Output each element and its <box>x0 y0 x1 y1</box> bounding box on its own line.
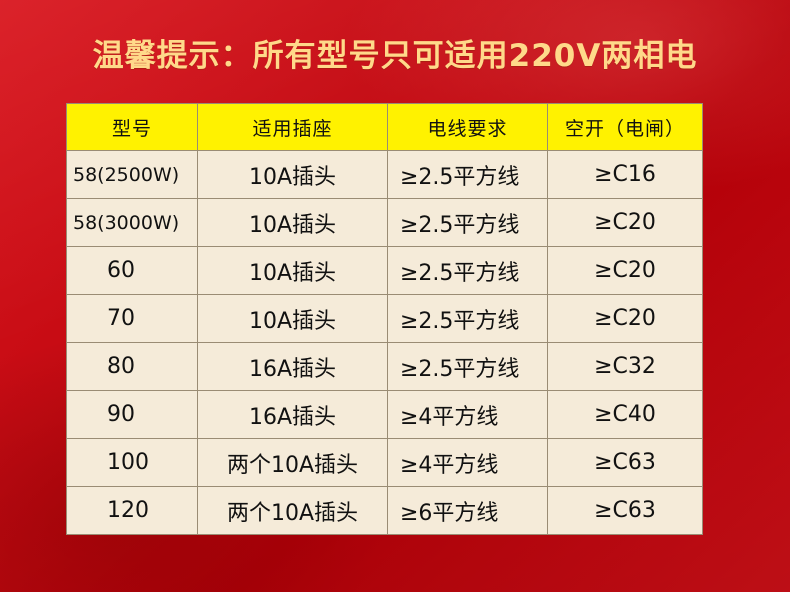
header-wire: 电线要求 <box>387 103 548 151</box>
table-header-row: 型号 适用插座 电线要求 空开（电闸） <box>66 103 703 151</box>
table-row: 70 10A插头 ≥2.5平方线 ≥C20 <box>66 294 703 343</box>
cell-socket: 10A插头 <box>197 246 388 295</box>
cell-socket: 两个10A插头 <box>197 438 388 487</box>
header-breaker: 空开（电闸） <box>547 103 703 151</box>
cell-breaker: ≥C20 <box>547 198 703 247</box>
cell-model: 90 <box>66 390 198 439</box>
header-socket: 适用插座 <box>197 103 388 151</box>
cell-wire: ≥2.5平方线 <box>387 150 548 199</box>
cell-breaker: ≥C16 <box>547 150 703 199</box>
cell-wire: ≥2.5平方线 <box>387 342 548 391</box>
cell-wire: ≥2.5平方线 <box>387 294 548 343</box>
cell-wire: ≥2.5平方线 <box>387 246 548 295</box>
cell-model: 58(2500W) <box>66 150 198 199</box>
table-row: 58(2500W) 10A插头 ≥2.5平方线 ≥C16 <box>66 150 703 199</box>
cell-breaker: ≥C20 <box>547 246 703 295</box>
cell-socket: 16A插头 <box>197 342 388 391</box>
cell-wire: ≥4平方线 <box>387 390 548 439</box>
table-row: 90 16A插头 ≥4平方线 ≥C40 <box>66 390 703 439</box>
spec-table-container: 型号 适用插座 电线要求 空开（电闸） 58(2500W) 10A插头 ≥2.5… <box>66 103 703 535</box>
cell-breaker: ≥C63 <box>547 438 703 487</box>
cell-socket: 16A插头 <box>197 390 388 439</box>
cell-breaker: ≥C63 <box>547 486 703 535</box>
cell-model: 80 <box>66 342 198 391</box>
cell-model: 70 <box>66 294 198 343</box>
cell-socket: 10A插头 <box>197 150 388 199</box>
cell-breaker: ≥C20 <box>547 294 703 343</box>
table-row: 58(3000W) 10A插头 ≥2.5平方线 ≥C20 <box>66 198 703 247</box>
spec-table: 型号 适用插座 电线要求 空开（电闸） 58(2500W) 10A插头 ≥2.5… <box>66 103 703 535</box>
page-title: 温馨提示：所有型号只可适用220V两相电 <box>92 38 698 74</box>
cell-breaker: ≥C40 <box>547 390 703 439</box>
cell-model: 60 <box>66 246 198 295</box>
cell-socket: 两个10A插头 <box>197 486 388 535</box>
cell-wire: ≥2.5平方线 <box>387 198 548 247</box>
table-row: 100 两个10A插头 ≥4平方线 ≥C63 <box>66 438 703 487</box>
cell-socket: 10A插头 <box>197 198 388 247</box>
cell-socket: 10A插头 <box>197 294 388 343</box>
table-row: 60 10A插头 ≥2.5平方线 ≥C20 <box>66 246 703 295</box>
header-model: 型号 <box>66 103 198 151</box>
cell-wire: ≥6平方线 <box>387 486 548 535</box>
table-row: 120 两个10A插头 ≥6平方线 ≥C63 <box>66 486 703 535</box>
cell-model: 120 <box>66 486 198 535</box>
cell-breaker: ≥C32 <box>547 342 703 391</box>
table-row: 80 16A插头 ≥2.5平方线 ≥C32 <box>66 342 703 391</box>
cell-model: 100 <box>66 438 198 487</box>
cell-wire: ≥4平方线 <box>387 438 548 487</box>
cell-model: 58(3000W) <box>66 198 198 247</box>
